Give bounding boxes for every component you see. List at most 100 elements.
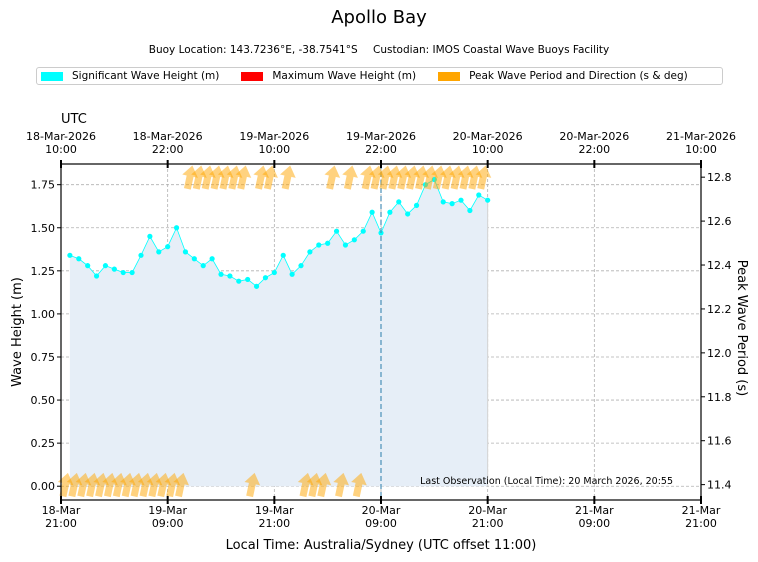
wave-height-point [200,263,206,269]
wave-height-point [485,197,491,203]
peak-period-arrow [315,472,332,498]
wave-height-point [396,199,402,205]
peak-period-arrow [155,472,172,498]
y2-tick-label: 11.8 [707,391,732,404]
wave-height-point [236,278,242,284]
peak-period-arrow [191,165,207,190]
y-tick-label: 0.50 [31,394,56,407]
y2-tick-label: 11.6 [707,435,732,448]
y-axis-label: Wave Height (m) [10,277,25,387]
peak-period-arrow [448,165,465,190]
utc-axis-label: UTC [61,112,87,127]
wave-height-point [440,199,446,205]
peak-period-arrow [235,165,252,190]
utc-tick-label: 18-Mar-2026 22:00 [133,130,203,156]
custodian: Custodian: IMOS Coastal Wave Buoys Facil… [372,44,610,56]
legend-label: Peak Wave Period and Direction (s & deg) [469,70,688,82]
peak-period-arrow [440,165,456,190]
wave-height-point [369,209,375,215]
chart-title: Apollo Bay [331,7,427,28]
wave-height-area [69,179,488,487]
y-tick-label: 1.00 [31,308,56,321]
y2-tick-label: 11.4 [707,479,732,492]
wave-height-point [147,233,153,239]
wave-height-point [138,252,144,258]
y2-tick-label: 12.2 [707,303,732,316]
legend-item-max-height: Maximum Wave Height (m) [241,70,416,82]
wave-height-point [67,252,73,258]
wave-height-point [227,273,233,279]
wave-height-point [325,240,331,246]
y-tick-label: 0.75 [31,351,56,364]
wave-height-point [405,211,411,217]
wave-height-point [76,256,82,262]
wave-height-point [342,242,349,248]
peak-period-arrow [253,165,270,190]
legend-item-significant-height: Significant Wave Height (m) [41,70,219,82]
peak-period-arrow [120,472,136,498]
y2-tick-label: 12.8 [707,171,732,184]
x-tick-label: 19-Mar 09:00 [148,504,187,530]
wave-height-point [209,256,215,262]
peak-period-arrow [244,472,261,498]
wave-height-point [360,228,366,234]
wave-height-point [245,276,251,283]
y2-axis-label: Peak Wave Period (s) [734,260,749,396]
peak-period-arrow [306,472,323,498]
peak-period-arrow [262,165,278,190]
legend-swatch [438,71,461,81]
chart-subtitle: Buoy Location: 143.7236°E, -38.7541°S Cu… [0,44,758,56]
utc-tick-label: 20-Mar-2026 10:00 [453,130,523,156]
y-tick-label: 1.75 [31,179,56,192]
wave-height-point [156,249,162,255]
wave-height-point [476,192,482,198]
peak-period-arrow [137,472,154,498]
wave-height-point [280,252,286,258]
wave-height-point [351,237,357,243]
wave-height-point [102,263,109,269]
peak-period-arrow [324,165,341,190]
peak-period-arrow [75,472,92,498]
wave-height-point [253,283,260,289]
peak-period-arrow [146,472,163,498]
wave-height-point [191,256,197,262]
y-tick-label: 0.25 [31,437,56,450]
legend-label: Significant Wave Height (m) [72,70,220,82]
wave-height-point [165,244,171,250]
peak-period-arrow [342,165,358,190]
peak-period-arrow [111,472,127,498]
peak-period-arrow [422,165,438,190]
x-tick-label: 21-Mar 21:00 [682,504,721,530]
wave-height-point [218,271,224,277]
peak-period-arrow [208,165,225,190]
wave-height-point [298,263,304,269]
legend-item-peak-period: Peak Wave Period and Direction (s & deg) [438,70,688,82]
x-tick-label: 20-Mar 09:00 [362,504,401,530]
peak-period-arrow [466,165,483,190]
wave-height-point [173,225,180,231]
x-axis-label: Local Time: Australia/Sydney (UTC offset… [226,538,537,553]
peak-period-arrow [413,165,430,190]
peak-period-arrow [333,472,350,498]
peak-period-arrow [404,165,421,190]
utc-tick-label: 18-Mar-2026 10:00 [26,130,96,156]
buoy-location: Buoy Location: 143.7236°E, -38.7541°S [148,44,358,56]
peak-period-arrow [457,165,474,190]
peak-period-arrow [431,165,447,190]
peak-period-arrow [351,472,367,498]
wave-height-point [467,207,473,214]
y-tick-label: 1.25 [31,265,56,278]
peak-period-arrow [217,165,234,190]
wave-height-line [69,178,488,287]
wave-height-point [449,201,455,207]
wave-height-point [129,269,135,276]
x-tick-label: 21-Mar 09:00 [575,504,614,530]
wave-height-point [289,271,295,277]
peak-period-arrow [395,165,412,190]
peak-period-arrow [93,472,110,498]
x-tick-label: 18-Mar 21:00 [42,504,81,530]
y-tick-label: 0.00 [31,480,56,493]
peak-period-arrow [182,165,198,190]
wave-height-point [120,269,126,276]
